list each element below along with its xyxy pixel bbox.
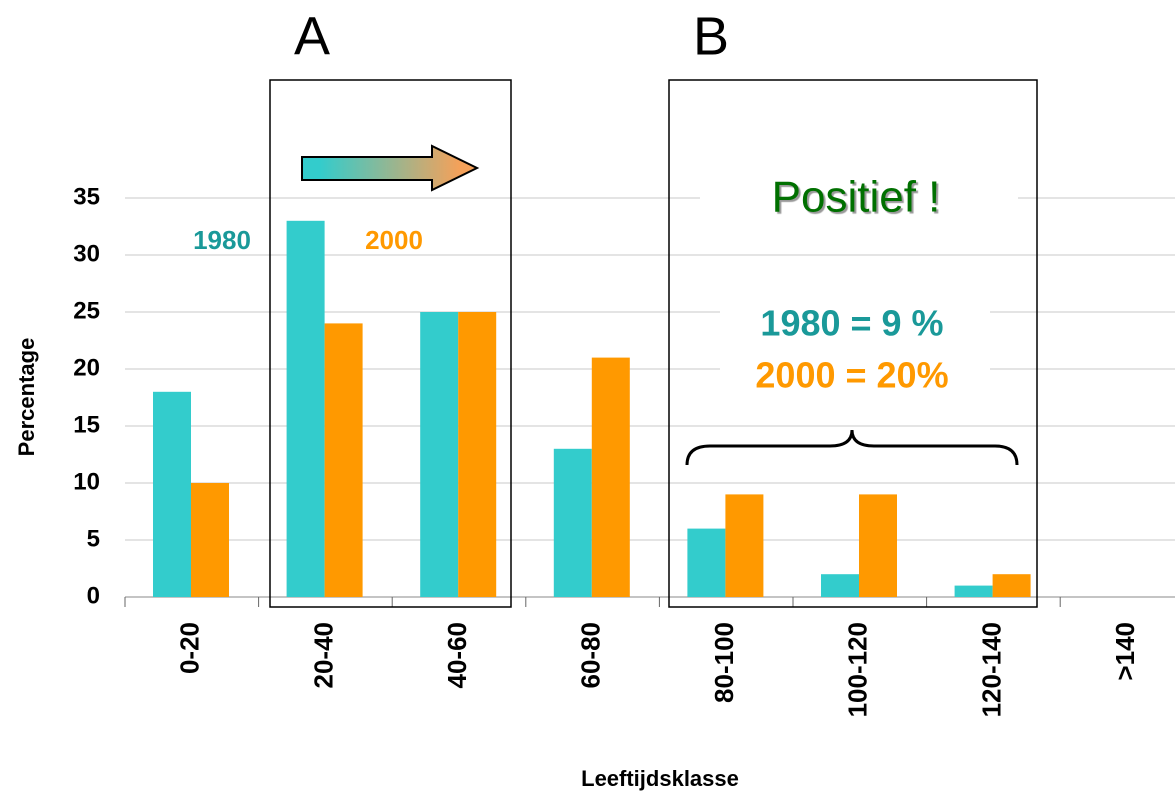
x-tick-label: 60-80 — [575, 622, 605, 689]
bar — [591, 357, 630, 597]
bar — [992, 574, 1031, 597]
bar — [191, 483, 229, 597]
arrow — [301, 144, 480, 192]
x-tick-label: 100-120 — [843, 622, 873, 717]
brace — [685, 429, 1019, 466]
x-tick-label: 120-140 — [976, 622, 1006, 717]
text-bg — [700, 160, 1018, 240]
bar — [859, 494, 897, 597]
text-bg — [720, 300, 990, 400]
x-tick-label: 0-20 — [175, 622, 205, 674]
x-tick-label: 80-100 — [709, 622, 739, 703]
bar — [324, 323, 363, 597]
y-axis-label: Percentage — [14, 338, 39, 457]
positive-note: Positief ! — [772, 173, 941, 222]
label-b: B — [693, 6, 729, 66]
summary-1980: 1980 = 9 % — [760, 303, 943, 344]
x-axis-label: Leeftijdsklasse — [581, 766, 739, 791]
summary-2000: 2000 = 20% — [755, 355, 948, 396]
box-a — [269, 79, 512, 608]
bar — [687, 528, 726, 597]
bar — [420, 312, 459, 597]
y-tick-label: 15 — [73, 411, 100, 438]
y-tick-label: 0 — [87, 582, 100, 609]
x-tick-label: 20-40 — [308, 622, 338, 689]
box-b — [668, 79, 1038, 608]
y-tick-label: 25 — [73, 297, 100, 324]
bar — [821, 574, 859, 597]
y-tick-label: 5 — [87, 525, 100, 552]
x-tick-label: >140 — [1110, 622, 1140, 681]
bar — [725, 494, 764, 597]
x-tick-label: 40-60 — [442, 622, 472, 689]
y-tick-label: 30 — [73, 240, 100, 267]
bar — [553, 448, 592, 597]
legend-label: 2000 — [365, 225, 423, 255]
y-tick-label: 35 — [73, 183, 100, 210]
legend-label: 1980 — [193, 225, 251, 255]
y-tick-label: 20 — [73, 354, 100, 381]
bar — [458, 312, 497, 597]
bar — [153, 391, 191, 597]
label-a: A — [294, 6, 330, 66]
bar — [954, 585, 993, 597]
bar — [286, 220, 325, 598]
y-tick-label: 10 — [73, 468, 100, 495]
